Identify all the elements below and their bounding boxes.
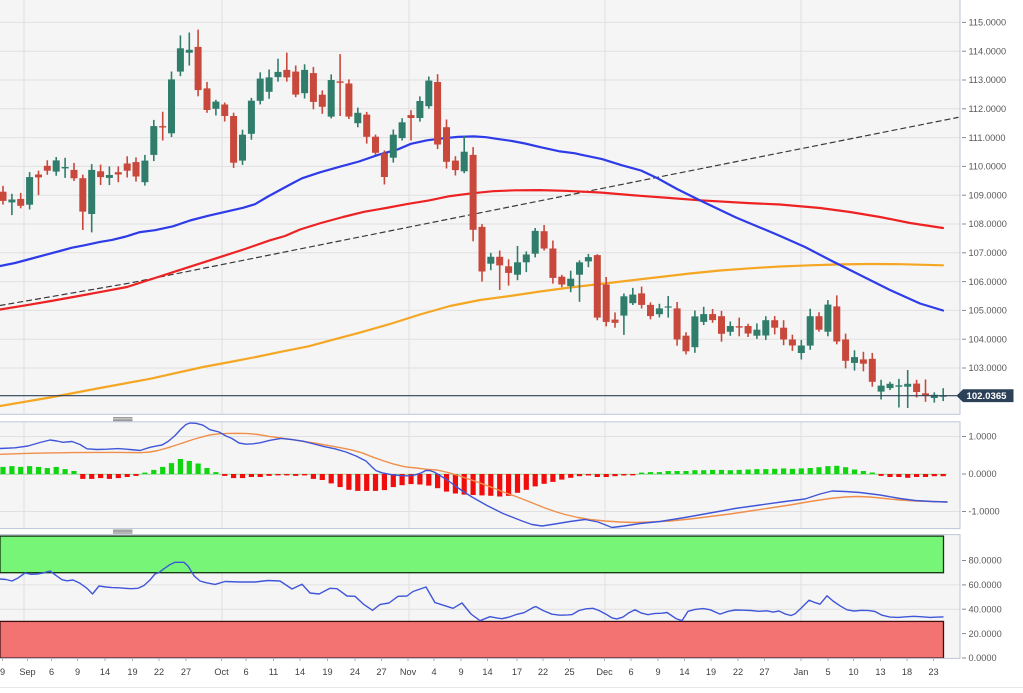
- svg-text:19: 19: [322, 667, 332, 677]
- svg-text:0.0000: 0.0000: [969, 653, 997, 663]
- svg-text:115.0000: 115.0000: [969, 18, 1007, 28]
- svg-text:110.0000: 110.0000: [969, 162, 1007, 172]
- svg-text:9: 9: [655, 667, 660, 677]
- svg-text:25: 25: [564, 667, 574, 677]
- svg-text:10: 10: [848, 667, 858, 677]
- svg-text:27: 27: [181, 667, 191, 677]
- svg-text:14: 14: [482, 667, 492, 677]
- svg-text:Dec: Dec: [596, 667, 613, 677]
- svg-text:6: 6: [49, 667, 54, 677]
- svg-text:114.0000: 114.0000: [969, 46, 1007, 56]
- svg-text:80.0000: 80.0000: [969, 556, 1002, 566]
- svg-text:27: 27: [759, 667, 769, 677]
- svg-text:18: 18: [902, 667, 912, 677]
- svg-text:109.0000: 109.0000: [969, 190, 1007, 200]
- svg-text:19: 19: [706, 667, 716, 677]
- svg-text:Nov: Nov: [400, 667, 417, 677]
- svg-text:14: 14: [295, 667, 305, 677]
- svg-text:102.0365: 102.0365: [967, 391, 1008, 402]
- svg-text:22: 22: [538, 667, 548, 677]
- svg-text:108.0000: 108.0000: [969, 219, 1007, 229]
- svg-text:9: 9: [458, 667, 463, 677]
- svg-text:19: 19: [127, 667, 137, 677]
- svg-text:9: 9: [0, 667, 5, 677]
- svg-text:0.0000: 0.0000: [969, 469, 997, 479]
- svg-text:113.0000: 113.0000: [969, 75, 1007, 85]
- svg-text:60.0000: 60.0000: [969, 580, 1002, 590]
- svg-text:107.0000: 107.0000: [969, 248, 1007, 258]
- svg-text:-1.0000: -1.0000: [969, 507, 1000, 517]
- svg-text:17: 17: [512, 667, 522, 677]
- svg-text:6: 6: [243, 667, 248, 677]
- svg-text:14: 14: [100, 667, 110, 677]
- svg-text:Jan: Jan: [794, 667, 809, 677]
- svg-text:11: 11: [269, 667, 279, 677]
- svg-text:23: 23: [928, 667, 938, 677]
- svg-text:1.0000: 1.0000: [969, 432, 997, 442]
- svg-text:103.0000: 103.0000: [969, 363, 1007, 373]
- svg-text:22: 22: [733, 667, 743, 677]
- svg-text:112.0000: 112.0000: [969, 104, 1007, 114]
- svg-text:4: 4: [431, 667, 436, 677]
- svg-text:40.0000: 40.0000: [969, 604, 1002, 614]
- svg-text:106.0000: 106.0000: [969, 277, 1007, 287]
- svg-text:27: 27: [376, 667, 386, 677]
- svg-text:5: 5: [825, 667, 830, 677]
- svg-text:13: 13: [875, 667, 885, 677]
- svg-text:24: 24: [350, 667, 360, 677]
- svg-text:14: 14: [679, 667, 689, 677]
- svg-text:22: 22: [154, 667, 164, 677]
- svg-text:20.0000: 20.0000: [969, 629, 1002, 639]
- svg-text:Oct: Oct: [214, 667, 229, 677]
- svg-text:Sep: Sep: [19, 667, 35, 677]
- svg-text:104.0000: 104.0000: [969, 334, 1007, 344]
- svg-text:105.0000: 105.0000: [969, 306, 1007, 316]
- svg-text:9: 9: [75, 667, 80, 677]
- svg-text:6: 6: [628, 667, 633, 677]
- svg-text:111.0000: 111.0000: [969, 133, 1006, 143]
